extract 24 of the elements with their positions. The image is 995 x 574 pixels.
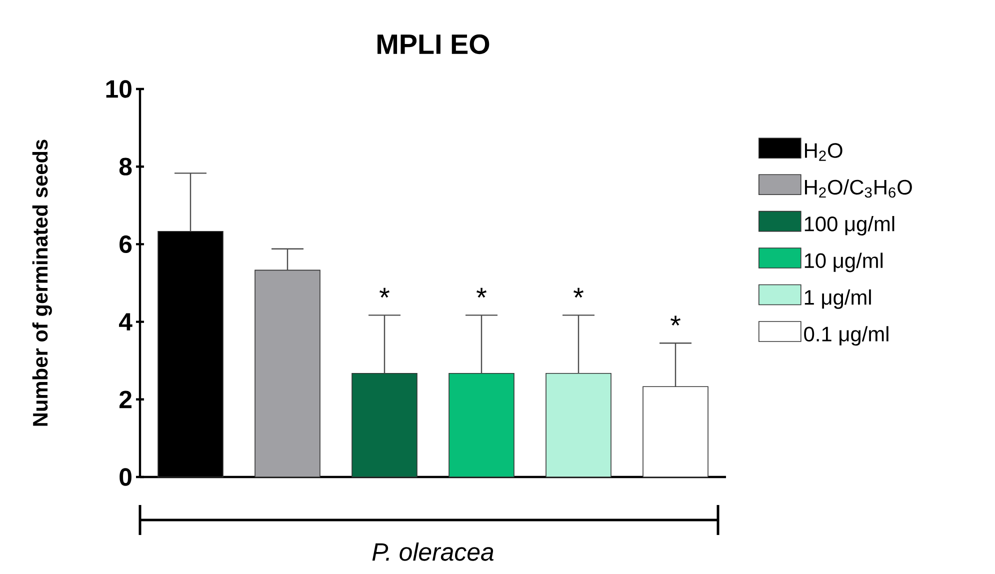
y-tick-label: 4	[119, 313, 132, 330]
y-axis-title: Number of germinated seeds	[32, 140, 52, 426]
chart-title: MPLI EO	[378, 34, 490, 54]
x-tick-label: P. oleracea	[372, 542, 494, 561]
legend-label: 100 μg/ml	[804, 216, 894, 236]
bar	[448, 373, 514, 478]
data-label: *	[574, 288, 584, 298]
data-label: *	[476, 288, 486, 298]
bar	[352, 373, 418, 478]
y-tick-label: 0	[120, 468, 132, 486]
y-tick-label: 6	[120, 235, 132, 254]
bar	[254, 270, 320, 478]
legend-label: 10 μg/ml	[804, 252, 883, 272]
legend-label: 1 μg/ml	[804, 289, 871, 309]
legend-label: H$_{2}$O/C$_{3}$H$_{6}$O	[805, 179, 912, 198]
y-tick-label: 8	[119, 158, 132, 176]
bar	[642, 386, 708, 478]
data-label: *	[380, 288, 390, 298]
legend-label: 0.1 μg/ml	[804, 326, 888, 346]
data-label: *	[670, 316, 680, 326]
y-tick-label: 10	[106, 80, 132, 98]
y-tick-label: 2	[119, 390, 132, 408]
bar	[546, 373, 612, 478]
legend-label: H$_{2}$O	[805, 143, 842, 161]
